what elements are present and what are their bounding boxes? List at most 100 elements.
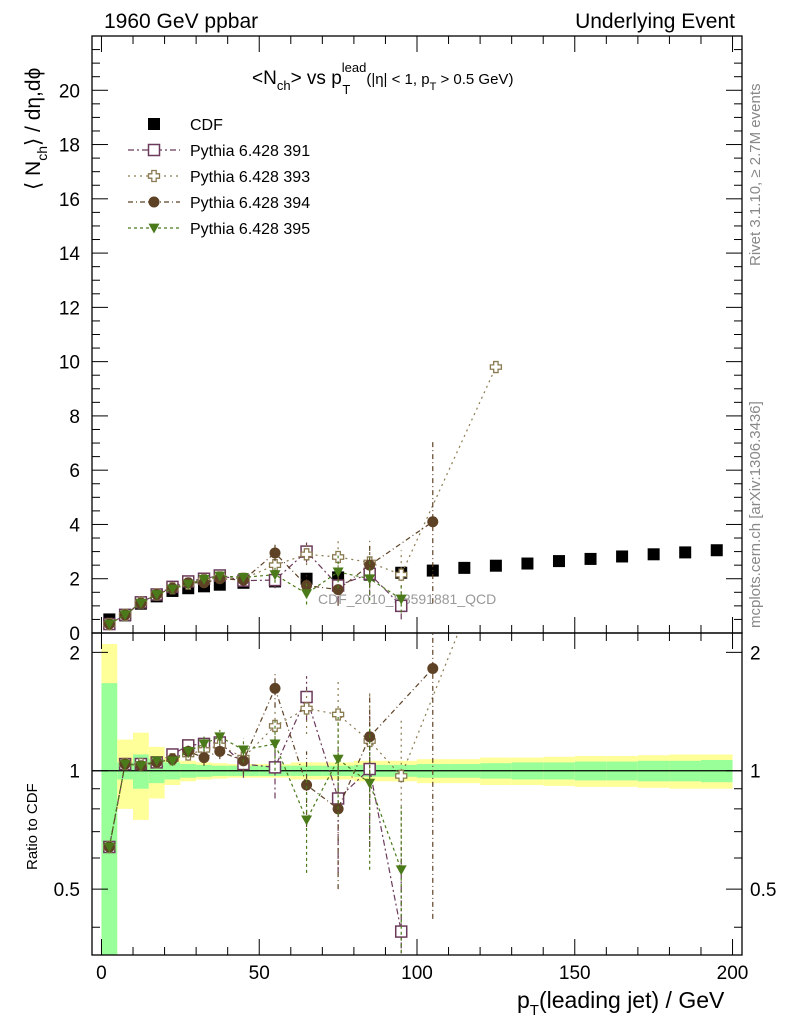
triangle-down-marker [182,579,194,590]
triangle-down-marker [119,759,131,770]
triangle-down-marker [395,594,407,605]
main-y-tick-label: 6 [69,461,80,482]
series-main-p395 [103,555,407,630]
triangle-down-marker [135,598,147,609]
triangle-down-marker [151,590,163,600]
x-tick-label: 50 [249,963,270,984]
ratio-uncertainty-band [92,644,742,955]
triangle-down-marker [151,756,163,767]
data-series [103,360,723,955]
legend-label: Pythia 6.428 391 [190,143,310,160]
triangle-down-marker [182,746,194,757]
filled-circle-marker [269,682,281,694]
header-left: 1960 GeV ppbar [104,10,258,33]
triangle-down-marker [198,739,210,750]
x-tick-label: 150 [559,963,591,984]
triangle-down-marker [301,589,313,600]
filled-circle-marker [427,662,439,674]
cdf-point [647,548,660,561]
filled-circle-marker [301,779,313,791]
x-axis-label: pT(leading jet) / GeV [517,987,725,1019]
series-main-p391 [103,540,408,631]
series-cdf [103,544,723,626]
ratio-y-tick-label: 2 [69,643,80,664]
legend-label: Pythia 6.428 394 [190,195,310,212]
triangle-down-marker [135,761,147,772]
rivet-version-text: Rivet 3.1.10, ≥ 2.7M events [747,84,764,267]
triangle-down-marker [269,570,281,581]
open-square-marker [147,143,161,157]
ratio-y-tick-label-right: 0.5 [750,880,776,901]
series-ratio-p395 [103,716,407,955]
triangle-down-marker [214,571,226,582]
analysis-watermark: CDF_2010_S8591881_QCD [318,591,496,607]
series-line [109,550,402,625]
ratio-y-tick-label: 1 [69,762,80,783]
x-tick-label: 100 [401,963,433,984]
main-y-tick-label: 4 [69,515,80,536]
legend-item-p395: Pythia 6.428 395 [128,221,310,238]
open-cross-marker [490,533,501,544]
triangle-down-marker [332,567,344,578]
triangle-down-marker [166,584,178,595]
filled-circle-marker [364,559,376,571]
triangle-down-marker [364,778,376,789]
triangle-down-marker [148,223,160,234]
legend-label: Pythia 6.428 393 [190,169,310,186]
open-cross-marker [300,548,313,561]
legend-item-cdf: CDF [148,117,223,134]
triangle-down-marker [119,610,131,621]
cdf-point [458,561,471,574]
triangle-down-marker [103,619,115,630]
triangle-down-marker [301,815,313,826]
triangle-down-marker [364,574,376,585]
cdf-point [584,552,597,565]
ratio-series-line [108,668,434,848]
ratio-y-tick-label-right: 2 [750,643,761,664]
filled-circle-marker [148,196,160,208]
cdf-point [489,559,502,572]
open-cross-marker [147,169,161,183]
ratio-y-axis-label: Ratio to CDF [24,783,41,870]
main-y-tick-label: 14 [59,244,81,265]
main-y-tick-label: 0 [69,624,80,645]
band-inner-bin [101,683,118,955]
x-tick-label: 0 [96,963,107,984]
filled-circle-marker [214,745,226,757]
mcplots-text: mcplots.cern.ch [arXiv:1306.3436] [747,401,764,628]
legend-item-p393: Pythia 6.428 393 [128,169,310,186]
main-y-tick-label: 8 [69,407,80,428]
open-cross-marker [331,708,345,721]
x-tick-label: 200 [717,963,749,984]
cdf-point [552,555,565,568]
main-y-tick-label: 2 [69,570,80,591]
triangle-down-marker [237,572,249,583]
filled-circle-marker [427,516,439,528]
main-y-tick-label: 10 [59,353,80,374]
triangle-down-marker [198,574,210,585]
plot-title: <Nch> vs plead T(|η| < 1, pT > 0.5 GeV) [252,60,513,97]
ratio-y-tick-label-right: 1 [750,762,761,783]
filled-circle-marker [198,752,210,764]
legend-label: CDF [190,117,223,134]
cdf-point [521,557,534,570]
main-y-tick-label: 18 [59,136,80,157]
open-cross-marker [489,360,503,374]
cdf-point [616,550,629,563]
legend-label: Pythia 6.428 395 [190,221,310,238]
cdf-point [148,118,160,130]
triangle-down-marker [103,842,115,853]
legend-item-p391: Pythia 6.428 391 [128,143,310,160]
filled-circle-marker [269,547,281,559]
triangle-down-marker [166,756,178,767]
filled-circle-marker [332,584,344,596]
open-cross-marker [300,702,313,715]
triangle-down-marker [395,865,407,876]
ratio-y-tick-label: 0.5 [54,880,80,901]
open-cross-marker [395,568,408,581]
cdf-point [679,546,692,559]
main-y-tick-label: 12 [59,298,80,319]
triangle-down-marker [237,745,249,756]
open-cross-marker [395,769,408,783]
